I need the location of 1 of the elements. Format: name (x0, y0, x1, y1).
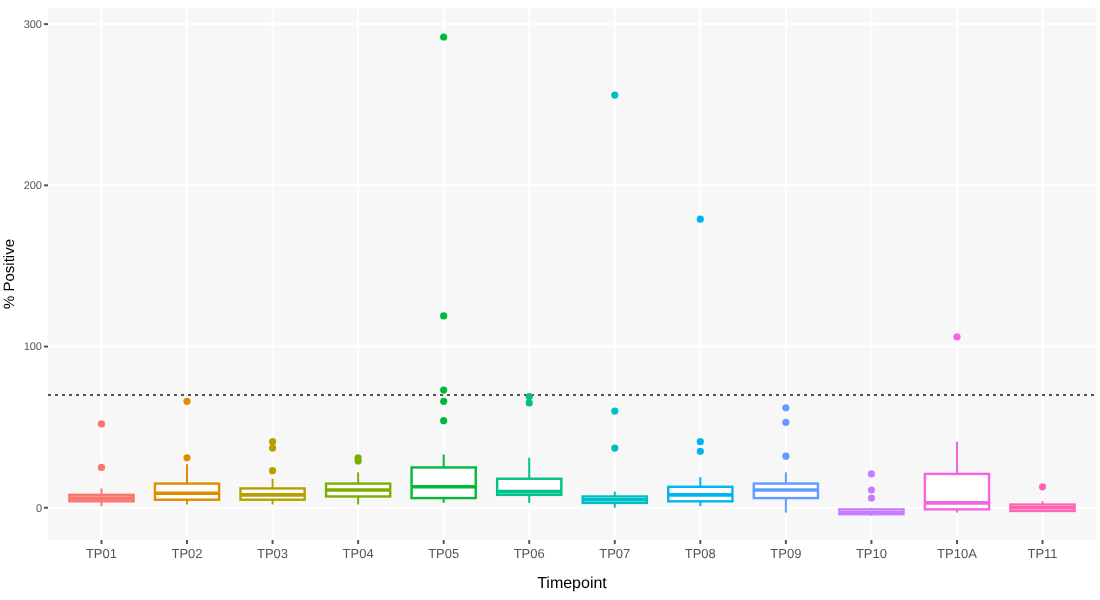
x-axis-title: Timepoint (537, 574, 609, 592)
